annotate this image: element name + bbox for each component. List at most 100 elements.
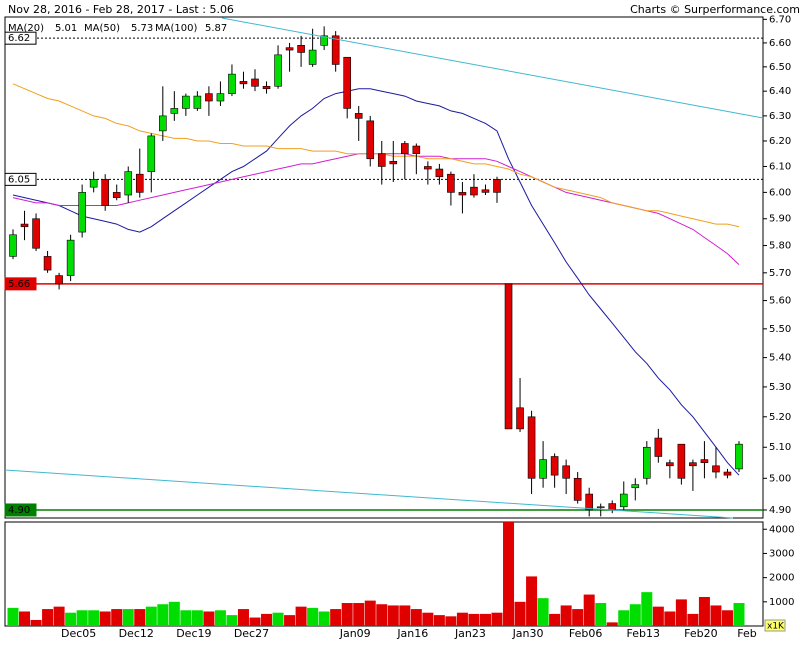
candle-body — [504, 283, 513, 430]
volume-bar — [134, 609, 146, 626]
candle-body — [677, 443, 686, 479]
volume-bar — [618, 610, 630, 626]
y-tick-label: 5.30 — [769, 382, 791, 393]
candle-body — [527, 416, 536, 479]
y-tick-label: 4000 — [769, 524, 794, 535]
plot-layer: 6.62 6.05 5.66 4.90 MA(20) 5.01 MA(50) 5.73 MA(1… — [4, 23, 763, 626]
x-tick-label: Jan30 — [512, 627, 544, 640]
y-tick-label: 6.00 — [769, 187, 791, 198]
x-tick-label: Feb13 — [627, 627, 660, 640]
volume-bar — [330, 609, 342, 626]
candle-body — [654, 437, 663, 457]
volume-bar — [88, 610, 100, 626]
legend-value: 5.73 — [131, 23, 153, 34]
volume-bar — [560, 605, 572, 626]
volume-bar — [410, 609, 422, 626]
candle-body — [32, 218, 40, 249]
volume-bar — [364, 600, 376, 626]
volume-bar — [433, 615, 445, 626]
x-tick-label: Jan16 — [396, 627, 428, 640]
candle-body — [458, 192, 467, 196]
x-tick-label: Dec12 — [119, 627, 154, 640]
volume-bar — [583, 594, 595, 626]
legend-value: 5.87 — [205, 23, 227, 34]
volume-bar — [652, 606, 664, 626]
candle-body — [712, 465, 720, 473]
candle-body — [9, 234, 17, 257]
volume-bar — [284, 615, 296, 626]
x-tick-label: Dec27 — [234, 627, 269, 640]
ma-line — [12, 88, 740, 476]
y-tick-label: 6.40 — [769, 86, 791, 97]
volume-bar — [122, 609, 134, 626]
unit-box — [764, 619, 786, 632]
y-tick-label: 6.30 — [769, 111, 791, 122]
y-tick-label: 6.20 — [769, 136, 791, 147]
y-tick-label: 5.10 — [769, 442, 791, 453]
volume-bar — [99, 611, 111, 626]
x-tick-label: Dec05 — [61, 627, 96, 640]
y-tick-label: 5.90 — [769, 214, 791, 225]
volume-bar — [180, 610, 192, 626]
level-label: 6.05 — [8, 174, 30, 185]
candle-body — [124, 171, 133, 196]
volume-bar — [7, 607, 19, 626]
volume-bar — [261, 613, 273, 626]
ma-line — [12, 83, 740, 228]
y-tick-label: 4.90 — [769, 505, 791, 516]
candle-body — [343, 56, 351, 109]
candle-body — [193, 95, 202, 109]
volume-bar — [549, 613, 561, 626]
volume-bar — [710, 605, 722, 626]
volume-bar — [733, 603, 745, 626]
trendline — [4, 469, 734, 519]
candle-body — [216, 93, 225, 102]
candle-body — [550, 456, 559, 476]
candle-body — [147, 135, 156, 172]
volume-bar — [468, 613, 480, 626]
candle-body — [493, 179, 501, 193]
candle-body — [516, 407, 524, 430]
candle-body — [354, 113, 363, 119]
volume-bar — [479, 613, 491, 626]
volume-bar — [168, 601, 180, 626]
y-tick-label: 5.80 — [769, 241, 791, 252]
level-label-box — [4, 31, 37, 45]
candle-body — [596, 506, 605, 509]
candle-body — [239, 81, 248, 85]
candle-body — [66, 239, 75, 276]
legend-value: 5.01 — [55, 23, 77, 34]
candle-body — [435, 168, 444, 178]
volume-bar — [353, 603, 365, 626]
candle-body — [205, 93, 213, 102]
candle-body — [101, 179, 109, 206]
candle-body — [285, 47, 294, 51]
candle-body — [470, 186, 478, 196]
candle-body — [700, 459, 709, 463]
candle-body — [735, 443, 743, 470]
y-tick-label: 6.70 — [769, 14, 791, 25]
candle-body — [228, 73, 236, 94]
volume-bar — [456, 612, 468, 626]
y-tick-label: 6.50 — [769, 62, 791, 73]
legend-name: MA(20) — [8, 23, 44, 34]
x-tick-label: Feb20 — [684, 627, 717, 640]
candle-body — [389, 161, 398, 165]
y-tick-label: 5.40 — [769, 353, 791, 364]
candle-body — [481, 189, 490, 193]
candle-body — [308, 49, 317, 65]
volume-bar — [53, 606, 65, 626]
level-label: 4.90 — [8, 505, 30, 516]
volume-bar — [387, 605, 399, 626]
volume-bar — [503, 522, 515, 626]
candle-body — [251, 78, 259, 87]
candle-body — [331, 35, 340, 65]
candle-body — [274, 54, 282, 87]
level-label: 6.62 — [8, 33, 30, 44]
volume-bar — [76, 610, 88, 626]
volume-bar — [376, 604, 388, 626]
volume-bar — [226, 615, 238, 626]
candle-body — [539, 459, 547, 479]
candle-body — [401, 143, 409, 154]
volume-bar — [65, 612, 77, 626]
